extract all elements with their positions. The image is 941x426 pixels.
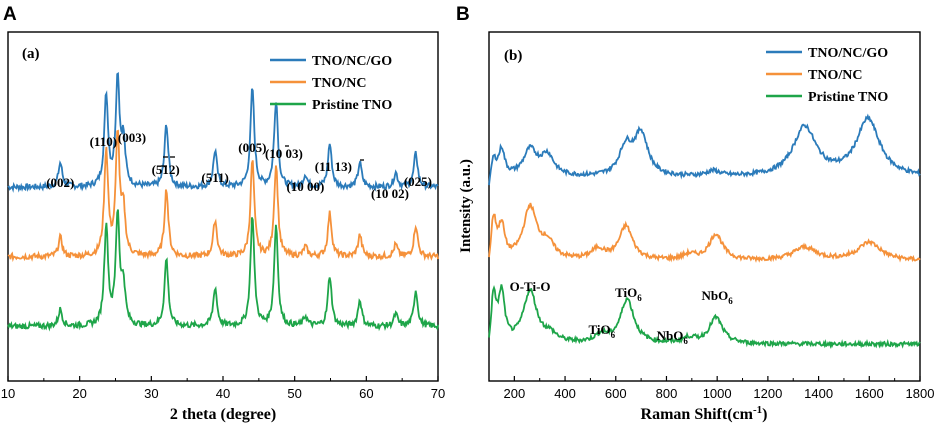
x-tick-label: 1800	[906, 386, 935, 401]
x-tick-label: 200	[504, 386, 526, 401]
peak-label: (10 02)	[371, 186, 409, 201]
peak-label-sub: 6	[728, 296, 733, 306]
peak-label-main: NbO	[657, 328, 684, 343]
x-tick-label: 1200	[753, 386, 782, 401]
panel-a-legend: TNO/NC/GO TNO/NC Pristine TNO	[270, 54, 392, 113]
series-line-orange	[488, 202, 921, 263]
x-tick-label: 60	[359, 386, 373, 401]
x-tick-label: 40	[216, 386, 230, 401]
peak-label: (511)	[201, 170, 228, 185]
panel-b-label: (b)	[504, 48, 522, 64]
peak-label: (10 00)	[286, 179, 324, 194]
legend-label: TNO/NC/GO	[312, 54, 392, 69]
peak-label-sub: 6	[683, 336, 688, 346]
peak-label-sub: 6	[637, 293, 642, 303]
peak-label-main: TiO	[615, 285, 637, 300]
peak-label: (002)	[46, 175, 74, 190]
peak-label: NbO6	[702, 288, 734, 306]
peak-label: (003)	[118, 130, 146, 145]
series-line-blue	[7, 72, 439, 193]
peak-label: TiO6	[588, 322, 615, 340]
peak-label: (512)	[152, 162, 180, 177]
x-tick-label: 800	[656, 386, 678, 401]
peak-label: (005)	[238, 140, 266, 155]
panel-b-y-label: Intensity (a.u.)	[458, 159, 474, 253]
peak-label: O-Ti-O	[510, 279, 551, 294]
panel-a-label: (a)	[22, 46, 40, 62]
panel-b-x-label-main: Raman Shift(cm	[641, 406, 754, 423]
panel-a-x-ticks: 10 20 30 40 50 60 70	[1, 376, 445, 401]
peak-label: NbO6	[657, 328, 689, 346]
peak-label: (11 13)	[315, 159, 352, 174]
x-tick-label: 50	[287, 386, 301, 401]
x-tick-label: 600	[605, 386, 627, 401]
peak-label: (10 03)	[265, 146, 303, 161]
panel-b-x-label: Raman Shift(cm-1)	[641, 404, 768, 423]
panel-b-frame	[488, 31, 921, 382]
panel-b-legend: TNO/NC/GO TNO/NC Pristine TNO	[766, 46, 888, 105]
series-line-blue	[488, 113, 921, 186]
peak-label: (110)	[90, 134, 117, 149]
panel-a-letter: A	[3, 4, 17, 25]
panel-a-series	[7, 72, 439, 332]
peak-label-main: O-Ti-O	[510, 279, 551, 294]
x-tick-label: 70	[431, 386, 445, 401]
panel-b-x-label-end: )	[762, 406, 767, 423]
peak-label-main: TiO	[588, 322, 610, 337]
peak-label-main: NbO	[702, 288, 729, 303]
legend-label: Pristine TNO	[312, 98, 392, 113]
panel-a-frame	[7, 31, 439, 382]
panel-a: (a) 10 20 30 40 50 60 70 (002)(110) (003)(512)(…	[1, 31, 445, 423]
panel-a-x-label: 2 theta (degree)	[170, 406, 276, 423]
x-tick-label: 10	[1, 386, 15, 401]
peak-label: TiO6	[615, 285, 642, 303]
panel-a-overbars	[161, 145, 364, 167]
panel-b-x-label-sup: -1	[753, 404, 762, 416]
x-tick-label: 400	[554, 386, 576, 401]
panel-b-letter: B	[456, 4, 470, 25]
panel-b-series	[488, 113, 921, 349]
legend-label: TNO/NC/GO	[808, 46, 888, 61]
peak-label: (025)	[404, 174, 432, 189]
series-line-green	[7, 209, 439, 332]
x-tick-label: 1600	[855, 386, 884, 401]
x-tick-label: 1000	[703, 386, 732, 401]
x-tick-label: 1400	[804, 386, 833, 401]
panel-a-annotations: (002) (110) (003) (512) (511) (005)(10 03) (10…	[46, 130, 432, 201]
series-line-orange	[7, 129, 439, 263]
x-tick-label: 30	[144, 386, 158, 401]
x-tick-label: 20	[72, 386, 86, 401]
legend-label: TNO/NC	[312, 76, 366, 91]
peak-label-sub: 6	[611, 330, 616, 340]
legend-label: Pristine TNO	[808, 90, 888, 105]
series-line-green	[488, 284, 921, 349]
legend-label: TNO/NC	[808, 68, 862, 83]
panel-b-x-ticks: 200 400 600 800 1000 1200 1400 1600 1800	[504, 376, 935, 401]
panel-b: (b) Intensity (a.u.) 200 400 600 800 1000 120…	[458, 31, 935, 423]
